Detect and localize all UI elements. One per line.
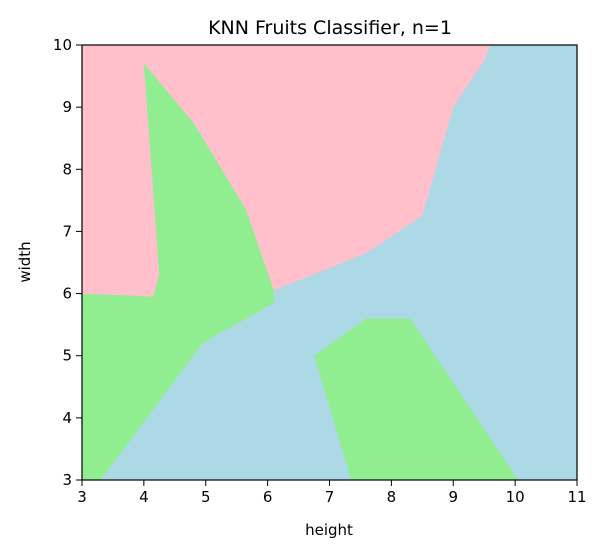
y-tick-label: 4 bbox=[62, 409, 72, 427]
x-tick-label: 3 bbox=[77, 488, 87, 506]
y-tick-label: 3 bbox=[62, 471, 72, 489]
y-axis-label: width bbox=[16, 241, 34, 282]
y-tick-label: 6 bbox=[62, 285, 72, 303]
x-tick-label: 6 bbox=[263, 488, 273, 506]
y-tick-label: 8 bbox=[62, 160, 72, 178]
x-tick-label: 4 bbox=[139, 488, 149, 506]
x-tick-label: 8 bbox=[387, 488, 397, 506]
y-tick-label: 5 bbox=[62, 347, 72, 365]
x-tick-label: 7 bbox=[325, 488, 335, 506]
chart-title: KNN Fruits Classifier, n=1 bbox=[208, 17, 452, 39]
y-tick-label: 7 bbox=[62, 222, 72, 240]
y-axis: 3 4 5 6 7 8 9 10 bbox=[53, 36, 82, 489]
plot-area bbox=[81, 44, 578, 481]
region-2 bbox=[314, 318, 519, 480]
region-0 bbox=[82, 45, 491, 297]
x-tick-label: 11 bbox=[567, 488, 586, 506]
y-tick-label: 10 bbox=[53, 36, 72, 54]
x-tick-label: 9 bbox=[448, 488, 458, 506]
x-tick-label: 5 bbox=[201, 488, 211, 506]
region-1 bbox=[82, 63, 274, 481]
x-axis-label: height bbox=[305, 521, 353, 539]
x-tick-label: 10 bbox=[506, 488, 525, 506]
y-tick-label: 9 bbox=[62, 98, 72, 116]
x-axis: 3 4 5 6 7 8 9 10 11 bbox=[77, 480, 587, 506]
